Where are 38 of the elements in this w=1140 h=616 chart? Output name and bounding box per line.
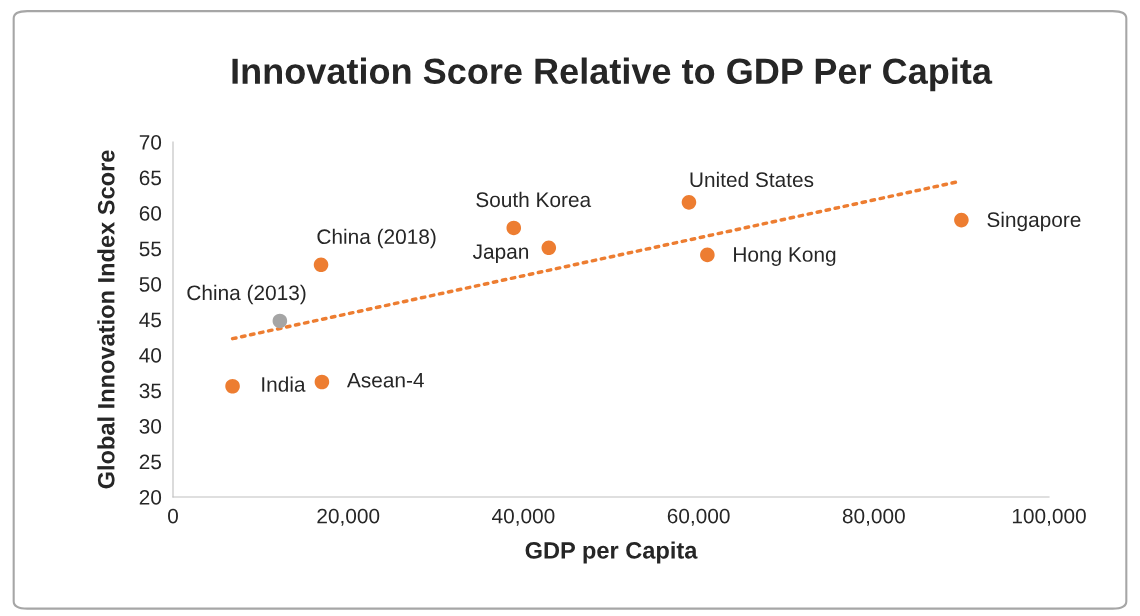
y-tick-label: 55 bbox=[139, 241, 162, 257]
y-tick-label: 70 bbox=[139, 135, 162, 150]
y-tick-label: 25 bbox=[139, 454, 162, 470]
annotation: India bbox=[262, 376, 306, 392]
x-tick-label: 60,000 bbox=[667, 508, 730, 526]
point bbox=[506, 220, 522, 236]
x-tick-label: 80,000 bbox=[842, 508, 905, 526]
point bbox=[541, 240, 557, 256]
x-tick-label: 0 bbox=[168, 508, 178, 524]
point bbox=[954, 212, 969, 228]
point bbox=[314, 374, 330, 390]
chart-title: Innovation Score Relative to GDP Per Capita bbox=[232, 57, 993, 92]
point bbox=[225, 378, 240, 394]
y-axis-title: Global Innovation Index Score bbox=[97, 150, 115, 489]
y-tick-label: 30 bbox=[139, 419, 162, 434]
y-tick-label: 50 bbox=[139, 277, 162, 292]
x-tick-label: 40,000 bbox=[492, 508, 555, 526]
annotation: United States bbox=[690, 171, 814, 188]
y-tick-label: 35 bbox=[139, 383, 162, 399]
y-tick-label: 65 bbox=[139, 170, 162, 186]
annotation: Hong Kong bbox=[734, 247, 836, 266]
annotation: China (2013) bbox=[187, 284, 306, 305]
y-tick-label: 45 bbox=[139, 312, 162, 328]
point bbox=[681, 195, 697, 210]
point bbox=[313, 257, 329, 273]
annotation: Asean-4 bbox=[346, 373, 424, 388]
y-tick-label: 20 bbox=[139, 490, 162, 505]
annotation: Singapore bbox=[987, 211, 1081, 232]
annotation: South Korea bbox=[476, 191, 592, 208]
y-tick-label: 40 bbox=[139, 348, 162, 363]
point bbox=[272, 313, 288, 329]
x-tick-label: 100,000 bbox=[1012, 508, 1086, 526]
point bbox=[700, 247, 715, 263]
y-tick-label: 60 bbox=[139, 206, 162, 221]
x-tick-label: 20,000 bbox=[317, 508, 380, 526]
annotation: Japan bbox=[472, 244, 529, 264]
annotation: China (2018) bbox=[317, 228, 436, 249]
x-axis-title: GDP per Capita bbox=[525, 541, 698, 564]
